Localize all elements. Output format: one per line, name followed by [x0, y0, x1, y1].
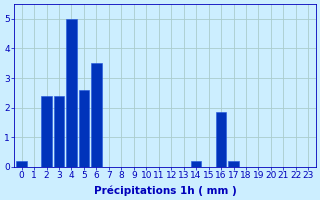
Bar [91, 63, 102, 167]
Bar [16, 161, 27, 167]
Bar [228, 161, 239, 167]
Bar [79, 90, 89, 167]
Bar [216, 112, 226, 167]
X-axis label: Précipitations 1h ( mm ): Précipitations 1h ( mm ) [93, 185, 236, 196]
Bar [54, 96, 64, 167]
Bar [66, 19, 77, 167]
Bar [41, 96, 52, 167]
Bar [191, 161, 201, 167]
